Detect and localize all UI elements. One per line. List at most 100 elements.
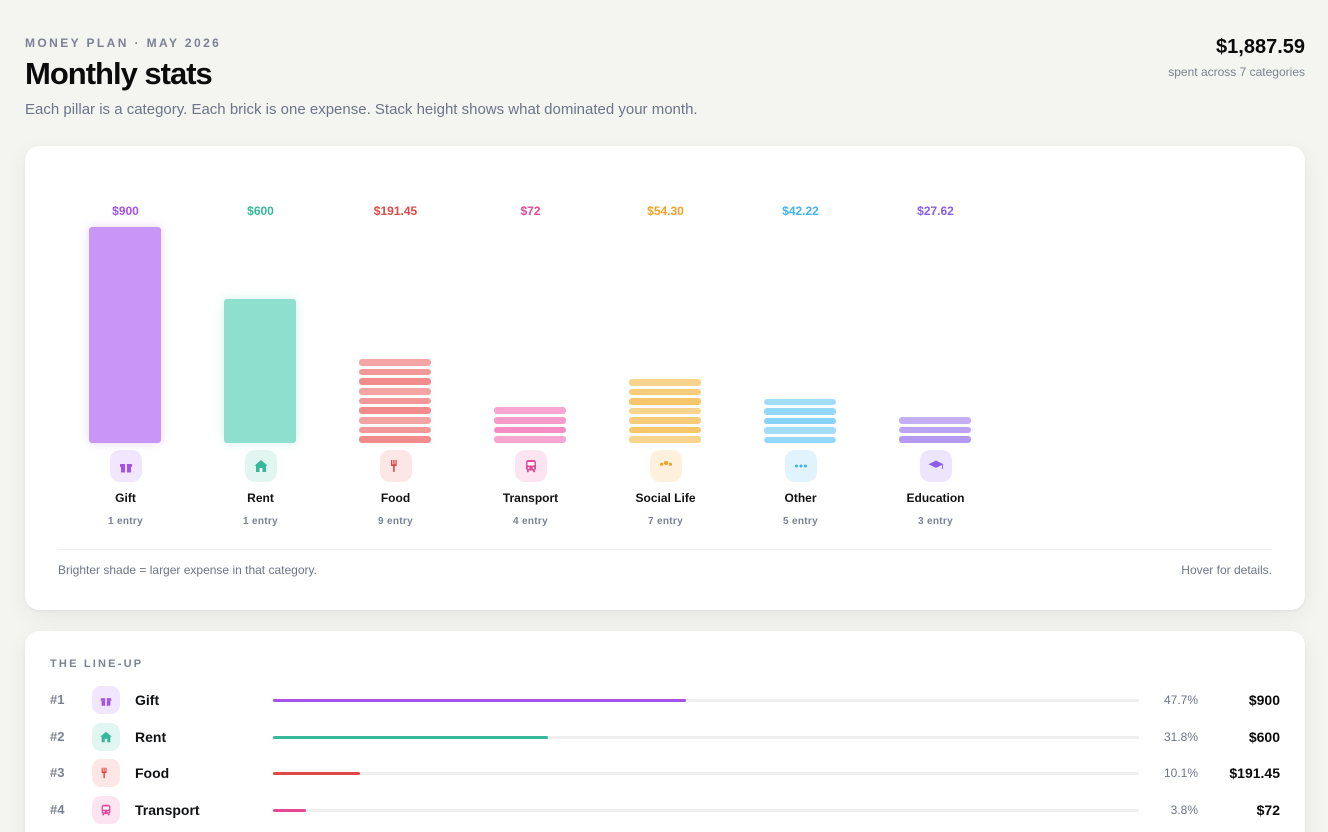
expense-brick[interactable]: [764, 417, 836, 425]
expense-brick[interactable]: [359, 359, 431, 366]
brick-stack[interactable]: [359, 359, 431, 443]
category-name: Other: [784, 491, 817, 505]
entry-count: 3 entry: [918, 516, 953, 527]
expense-brick[interactable]: [629, 398, 701, 405]
bus-icon: [515, 450, 547, 482]
shade-legend-note: Brighter shade = larger expense in that …: [58, 563, 317, 577]
gift-icon: [92, 686, 120, 714]
share-percent: 10.1%: [1163, 766, 1198, 780]
category-name: Gift: [115, 491, 136, 505]
share-bar-track: [273, 736, 1139, 739]
expense-brick[interactable]: [899, 436, 971, 443]
expense-brick[interactable]: [494, 436, 566, 443]
brick-stack[interactable]: [899, 417, 971, 443]
page-title: Monthly stats: [25, 56, 213, 91]
house-icon: [245, 450, 277, 482]
expense-brick[interactable]: [359, 397, 431, 405]
expense-brick[interactable]: [494, 426, 566, 434]
expense-brick[interactable]: [629, 379, 701, 386]
pillar-value: $900: [112, 204, 139, 218]
expense-brick[interactable]: [629, 407, 701, 415]
pillar-other[interactable]: $42.22 Other 5 entry: [733, 146, 868, 546]
category-name: Food: [380, 491, 411, 505]
expense-brick[interactable]: [629, 426, 701, 434]
share-bar-fill: [273, 699, 687, 702]
expense-brick[interactable]: [89, 227, 161, 443]
expense-brick[interactable]: [359, 368, 431, 376]
brick-stack[interactable]: [89, 227, 161, 443]
expense-brick[interactable]: [764, 408, 836, 415]
expense-brick[interactable]: [494, 416, 566, 424]
expense-brick[interactable]: [359, 407, 431, 414]
entry-count: 7 entry: [648, 516, 683, 527]
expense-brick[interactable]: [899, 417, 971, 424]
pillar-food[interactable]: $191.45 Food 9 entry: [328, 146, 463, 546]
pillar-rent[interactable]: $600 Rent 1 entry: [193, 146, 328, 546]
category-name: Transport: [502, 491, 559, 505]
pillar-social-life[interactable]: $54.30 Social Life 7 entry: [598, 146, 733, 546]
pillar-transport[interactable]: $72 Transport 4 entry: [463, 146, 598, 546]
category-name: Rent: [135, 729, 167, 745]
ellipsis-icon: [785, 450, 817, 482]
brick-stack[interactable]: [629, 379, 701, 443]
entry-count: 5 entry: [783, 516, 818, 527]
share-bar-track: [273, 699, 1139, 702]
page-subtitle: Each pillar is a category. Each brick is…: [25, 101, 698, 118]
category-name: Food: [135, 765, 170, 781]
pillar-value: $42.22: [782, 204, 819, 218]
brick-stack[interactable]: [494, 407, 566, 443]
expense-brick[interactable]: [359, 388, 431, 395]
category-name: Gift: [135, 692, 160, 708]
lineup-row[interactable]: #1 Gift 47.7% $900: [50, 686, 1280, 714]
expense-brick[interactable]: [629, 388, 701, 396]
share-bar-track: [273, 809, 1139, 812]
gift-icon: [110, 450, 142, 482]
page-header: MONEY PLAN · MAY 2026 Monthly stats Each…: [25, 36, 1305, 126]
utensils-icon: [380, 450, 412, 482]
category-name: Rent: [247, 491, 274, 505]
expense-brick[interactable]: [359, 378, 431, 385]
share-bar-track: [273, 772, 1139, 775]
total-summary: $1,887.59 spent across 7 categories: [1168, 36, 1305, 79]
pillar-value: $600: [247, 204, 274, 218]
expense-brick[interactable]: [764, 427, 836, 434]
category-name: Transport: [135, 802, 200, 818]
lineup-row[interactable]: #4 Transport 3.8% $72: [50, 796, 1280, 824]
entry-count: 9 entry: [378, 516, 413, 527]
brick-stack[interactable]: [764, 399, 836, 443]
expense-brick[interactable]: [359, 417, 431, 424]
rank-label: #3: [50, 765, 65, 780]
hover-hint: Hover for details.: [1181, 563, 1272, 577]
expense-brick[interactable]: [629, 436, 701, 443]
expense-brick[interactable]: [764, 399, 836, 406]
rank-label: #2: [50, 729, 65, 744]
brick-stack[interactable]: [224, 299, 296, 443]
stacked-pillars-chart: $900 Gift 1 entry $600 Rent 1 entry $191.45 Foo…: [25, 146, 1305, 610]
expense-brick[interactable]: [224, 299, 296, 443]
expense-brick[interactable]: [899, 426, 971, 434]
pillar-gift[interactable]: $900 Gift 1 entry: [58, 146, 193, 546]
total-amount: $1,887.59: [1216, 36, 1305, 58]
pillar-education[interactable]: $27.62 Education 3 entry: [868, 146, 1003, 546]
lineup-title: THE LINE-UP: [50, 658, 144, 670]
category-amount: $900: [1248, 692, 1280, 708]
expense-brick[interactable]: [359, 436, 431, 443]
expense-brick[interactable]: [359, 426, 431, 434]
pillar-value: $54.30: [647, 204, 684, 218]
graduation-cap-icon: [920, 450, 952, 482]
lineup-row[interactable]: #3 Food 10.1% $191.45: [50, 759, 1280, 787]
expense-brick[interactable]: [629, 417, 701, 424]
share-bar-fill: [273, 772, 361, 775]
expense-brick[interactable]: [494, 407, 566, 414]
people-icon: [650, 450, 682, 482]
category-name: Education: [906, 491, 965, 505]
share-bar-fill: [273, 809, 306, 812]
pillar-value: $27.62: [917, 204, 954, 218]
share-bar-fill: [273, 736, 549, 739]
share-percent: 31.8%: [1163, 730, 1198, 744]
chart-divider: [58, 549, 1272, 550]
share-percent: 3.8%: [1170, 803, 1198, 817]
expense-brick[interactable]: [764, 436, 836, 443]
bus-icon: [92, 796, 120, 824]
lineup-row[interactable]: #2 Rent 31.8% $600: [50, 723, 1280, 751]
